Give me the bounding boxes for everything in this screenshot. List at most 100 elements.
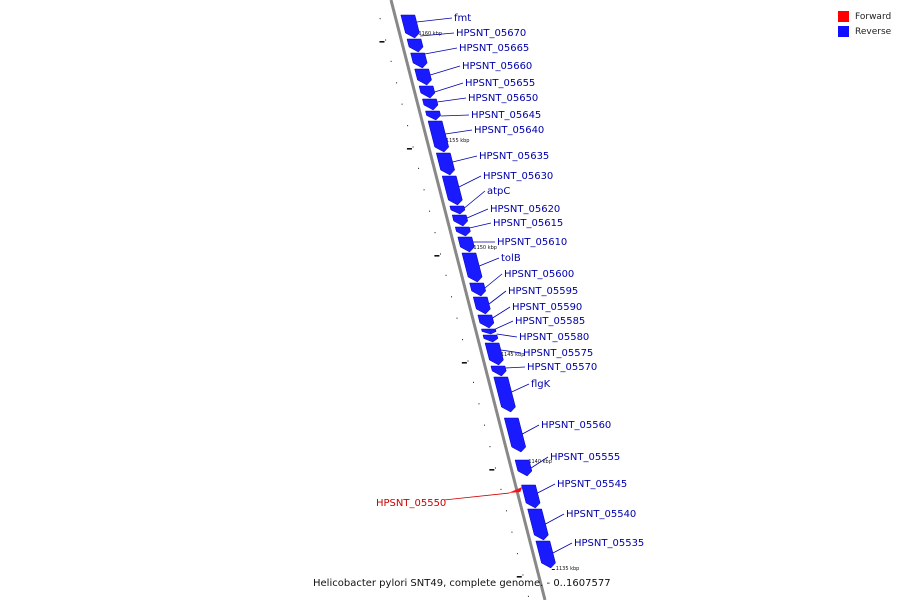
tick-label: 1145 kbp: [501, 352, 525, 358]
gene-leader: [466, 208, 489, 219]
gene-arrow: [451, 214, 468, 227]
gene-leader: [445, 129, 473, 135]
gene-arrow: [449, 205, 466, 215]
gene-arrow: [457, 236, 475, 253]
genome-backbone: [389, 0, 547, 600]
gene-label: HPSNT_05610: [497, 237, 567, 248]
minor-tick: [412, 146, 414, 148]
gene-label: HPSNT_05670: [456, 28, 526, 39]
minor-tick: [467, 360, 469, 362]
gene-arrow: [422, 98, 439, 111]
gene-arrow: [469, 282, 486, 297]
major-tick: [489, 469, 495, 471]
minor-tick: [423, 189, 425, 191]
tick-label: 1160 kbp: [418, 31, 442, 37]
gene-label: fmt: [454, 13, 471, 24]
gene-leader: [469, 222, 492, 229]
minor-tick: [489, 446, 491, 448]
gene-label: HPSNT_05640: [474, 125, 544, 136]
gene-leader: [511, 383, 530, 393]
gene-leader: [545, 513, 565, 525]
gene-arrow: [406, 38, 424, 53]
gene-leader: [488, 290, 507, 305]
minor-tick: [516, 553, 518, 555]
gene-leader: [443, 492, 510, 501]
minor-tick: [407, 125, 409, 127]
minor-tick: [472, 381, 474, 383]
gene-arrow: [418, 85, 436, 99]
gene-leader: [496, 333, 518, 338]
gene-label: atpC: [487, 186, 510, 197]
minor-tick: [456, 317, 458, 319]
gene-leader: [437, 97, 467, 103]
minor-tick: [401, 103, 403, 105]
minor-tick: [379, 18, 381, 20]
gene-arrow: [482, 334, 499, 343]
gene-arrow: [427, 120, 450, 153]
genome-caption: Helicobacter pylori SNT49, complete geno…: [313, 578, 611, 589]
minor-tick: [483, 424, 485, 426]
legend-forward-label: Forward: [855, 11, 892, 22]
minor-tick: [478, 403, 480, 405]
gene-arrow: [435, 152, 455, 176]
gene-leader: [458, 175, 482, 188]
gene-arrow: [508, 487, 523, 493]
gene-label: HPSNT_05600: [504, 269, 574, 280]
tick-label: 1155 kbp: [446, 138, 470, 144]
minor-tick: [451, 296, 453, 298]
legend: Forward Reverse: [838, 9, 891, 39]
gene-label: HPSNT_05540: [566, 509, 636, 520]
gene-leader: [416, 17, 453, 23]
gene-arrow: [514, 459, 533, 477]
minor-tick: [429, 210, 431, 212]
gene-leader: [522, 424, 540, 435]
gene-leader: [424, 47, 458, 55]
gene-leader: [420, 32, 455, 37]
forward-swatch: [838, 11, 849, 22]
gene-leader: [484, 273, 503, 289]
gene-arrow: [461, 252, 483, 283]
gene-label: HPSNT_05570: [527, 362, 597, 373]
legend-forward: Forward: [838, 9, 891, 24]
gene-leader: [495, 320, 514, 330]
gene-arrow: [484, 342, 504, 366]
major-tick: [516, 576, 522, 578]
gene-arrow: [400, 14, 420, 39]
legend-reverse-label: Reverse: [855, 26, 892, 37]
minor-tick: [396, 82, 398, 84]
gene-label: HPSNT_05545: [557, 479, 627, 490]
gene-leader: [434, 82, 464, 93]
minor-tick: [390, 60, 392, 62]
gene-arrow: [493, 376, 516, 413]
minor-tick: [385, 39, 387, 41]
gene-label: HPSNT_05645: [471, 110, 541, 121]
gene-label: HPSNT_05555: [550, 452, 620, 463]
gene-label: HPSNT_05665: [459, 43, 529, 54]
gene-leader: [440, 114, 470, 117]
minor-tick: [440, 253, 442, 255]
gene-leader: [492, 306, 511, 319]
gene-label: HPSNT_05615: [493, 218, 563, 229]
minor-tick: [505, 510, 507, 512]
tick-label: 1135 kbp: [556, 566, 580, 572]
gene-label: HPSNT_05595: [508, 286, 578, 297]
gene-arrow: [414, 68, 432, 86]
gene-label: HPSNT_05535: [574, 538, 644, 549]
gene-arrow: [490, 365, 507, 377]
gene-label: HPSNT_05635: [479, 151, 549, 162]
gene-leader: [530, 456, 549, 469]
gene-arrow: [441, 175, 463, 206]
gene-label: HPSNT_05580: [519, 332, 589, 343]
minor-tick: [462, 339, 464, 341]
gene-label: HPSNT_05590: [512, 302, 582, 313]
major-tick: [461, 362, 467, 364]
major-tick: [406, 148, 412, 150]
gene-arrow: [425, 110, 441, 121]
gene-arrow: [477, 314, 495, 329]
gene-label: HPSNT_05620: [490, 204, 560, 215]
gene-arrow: [521, 484, 541, 509]
gene-leader: [552, 542, 573, 554]
gene-label: HPSNT_05660: [462, 61, 532, 72]
legend-reverse: Reverse: [838, 24, 891, 39]
